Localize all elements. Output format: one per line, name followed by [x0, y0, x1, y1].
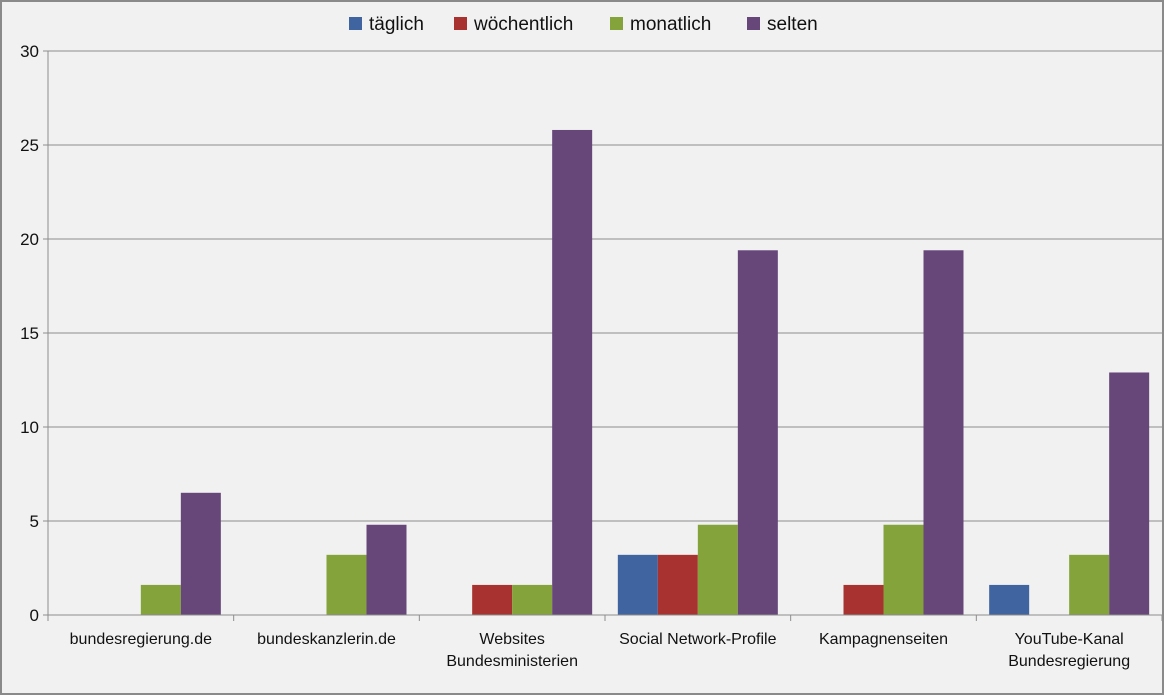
legend-label: selten — [767, 14, 818, 35]
x-category-label: bundeskanzlerin.de — [257, 631, 396, 648]
bar-monatlich — [1069, 554, 1110, 615]
x-category-label: Social Network-Profile — [619, 631, 776, 648]
bar-täglich — [617, 554, 658, 615]
bar-monatlich — [512, 584, 553, 615]
x-category-label: Websites Bundesministerien — [446, 631, 578, 670]
legend-swatch — [454, 17, 467, 30]
bar-täglich — [989, 584, 1030, 615]
bar-selten — [1109, 372, 1150, 615]
y-tick-label: 5 — [30, 512, 39, 531]
y-tick-label: 25 — [20, 136, 39, 155]
bar-selten — [737, 250, 778, 615]
legend-label: täglich — [369, 14, 424, 35]
legend-swatch — [610, 17, 623, 30]
bar-wöchentlich — [843, 584, 884, 615]
legend-swatch — [349, 17, 362, 30]
bar-monatlich — [697, 524, 738, 615]
bar-selten — [180, 492, 221, 615]
bar-wöchentlich — [657, 554, 698, 615]
y-tick-label: 15 — [20, 324, 39, 343]
y-tick-label: 10 — [20, 418, 39, 437]
bar-monatlich — [326, 554, 367, 615]
y-tick-label: 0 — [30, 606, 39, 625]
bar-wöchentlich — [472, 584, 513, 615]
y-tick-label: 20 — [20, 230, 39, 249]
legend-label: wöchentlich — [473, 14, 573, 35]
legend-label: monatlich — [630, 14, 711, 35]
x-category-label: YouTube-Kanal Bundesregierung — [1008, 631, 1130, 670]
legend-swatch — [747, 17, 760, 30]
x-category-label: bundesregierung.de — [70, 631, 212, 648]
y-tick-label: 30 — [20, 42, 39, 61]
bar-selten — [366, 524, 407, 615]
bar-selten — [552, 129, 593, 615]
bar-monatlich — [140, 584, 181, 615]
bar-monatlich — [883, 524, 924, 615]
x-category-label: Kampagnenseiten — [819, 631, 948, 648]
bar-selten — [923, 250, 964, 615]
